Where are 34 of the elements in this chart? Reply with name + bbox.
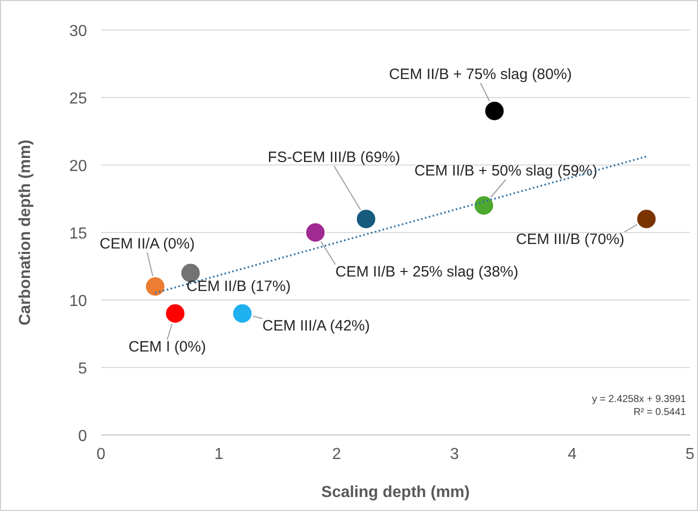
y-tick-label: 30 (69, 23, 88, 40)
point (232, 302, 254, 324)
text: FS-CEM III/B (69%) (268, 149, 400, 166)
x-tick-label: 3 (450, 446, 459, 463)
point (144, 276, 166, 298)
y-tick-label: 0 (78, 428, 88, 445)
annotation: R² = 0.5441 (633, 407, 686, 418)
y-tick-label: 15 (69, 226, 88, 242)
y-tick-label: 25 (69, 90, 88, 108)
x-tick-label: 5 (686, 446, 695, 463)
x-tick-label: 4 (568, 446, 577, 463)
point (636, 208, 658, 230)
series-label: CEM II/B + 25% slag (38%) (335, 264, 518, 280)
series-label: CEM II/B + 75% slag (80%) (388, 66, 572, 83)
x-tick-label: 0 (96, 446, 106, 463)
x-tick-label: 1 (214, 446, 224, 463)
series-label: CEM II/B (17%) (186, 278, 291, 295)
point (355, 208, 377, 230)
series-label: CEM III/B (70%) (516, 231, 624, 248)
x-tick-label: 2 (332, 446, 342, 463)
x-axis-title: Scaling depth (mm) (321, 484, 470, 501)
point (164, 302, 186, 324)
annotation: y = 2.4258x + 9.3991 (592, 394, 686, 405)
point (304, 222, 326, 244)
point (484, 100, 506, 122)
text: CEM II/A (0%) (100, 236, 195, 252)
point (473, 194, 495, 216)
y-tick-label: 20 (69, 158, 88, 175)
text: CEM II/B + 50% slag (59%) (414, 162, 598, 180)
y-axis-title: Carbonation depth (mm) (17, 140, 34, 326)
series-label: CEM III/A (42%) (262, 318, 370, 334)
y-tick-label: 5 (78, 360, 88, 378)
series-label: CEM I (0%) (128, 338, 206, 356)
y-tick-label: 10 (69, 293, 88, 310)
